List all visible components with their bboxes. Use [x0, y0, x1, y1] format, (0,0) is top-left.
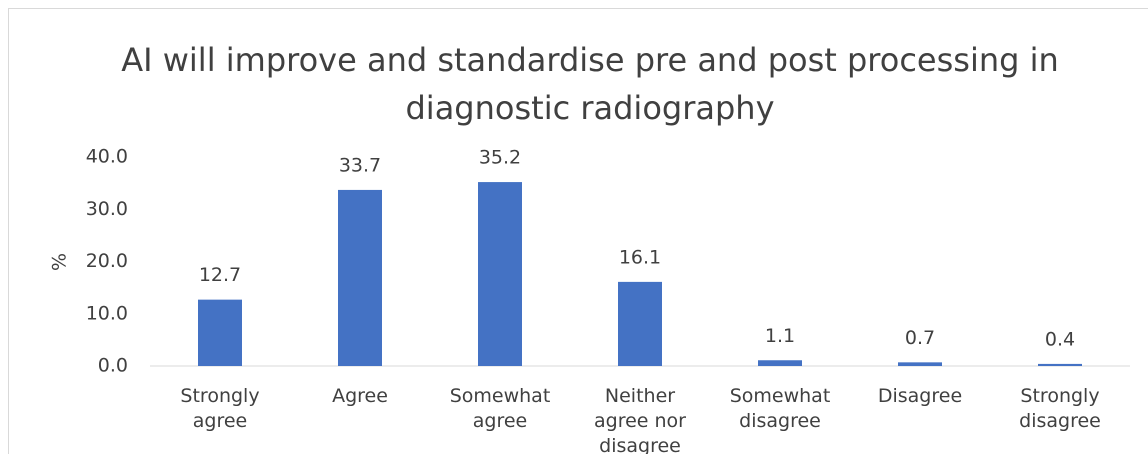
- y-tick-label: 10.0: [86, 302, 128, 324]
- data-label: 0.7: [905, 327, 935, 349]
- bar: [338, 189, 382, 366]
- chart-title: AI will improve and standardise pre and …: [121, 41, 1059, 127]
- data-label: 35.2: [479, 147, 521, 169]
- bar: [478, 182, 522, 366]
- y-tick-label: 0.0: [98, 355, 128, 377]
- x-tick-label: Somewhat agree: [449, 385, 551, 432]
- x-tick-label: Agree: [332, 385, 388, 407]
- x-tick-label: Strongly disagree: [1019, 385, 1101, 432]
- y-axis-label: %: [49, 253, 71, 271]
- data-label: 0.4: [1045, 328, 1075, 350]
- bar: [618, 281, 662, 366]
- data-label: 16.1: [619, 246, 661, 268]
- bar: [198, 299, 242, 366]
- data-label: 33.7: [339, 154, 381, 176]
- y-tick-label: 20.0: [86, 250, 128, 272]
- chart-border: [8, 8, 1148, 454]
- y-tick-label: 30.0: [86, 198, 128, 220]
- bar: [898, 362, 942, 366]
- data-label: 12.7: [199, 264, 241, 286]
- x-tick-label: Somewhat disagree: [729, 385, 831, 432]
- x-tick-label: Disagree: [877, 385, 963, 407]
- bar: [1038, 363, 1082, 366]
- x-tick-label: Strongly agree: [180, 385, 260, 432]
- data-label: 1.1: [765, 325, 795, 347]
- bar: [758, 360, 802, 366]
- x-tick-label: Neither agree nor disagree: [594, 385, 686, 454]
- y-tick-label: 40.0: [86, 146, 128, 168]
